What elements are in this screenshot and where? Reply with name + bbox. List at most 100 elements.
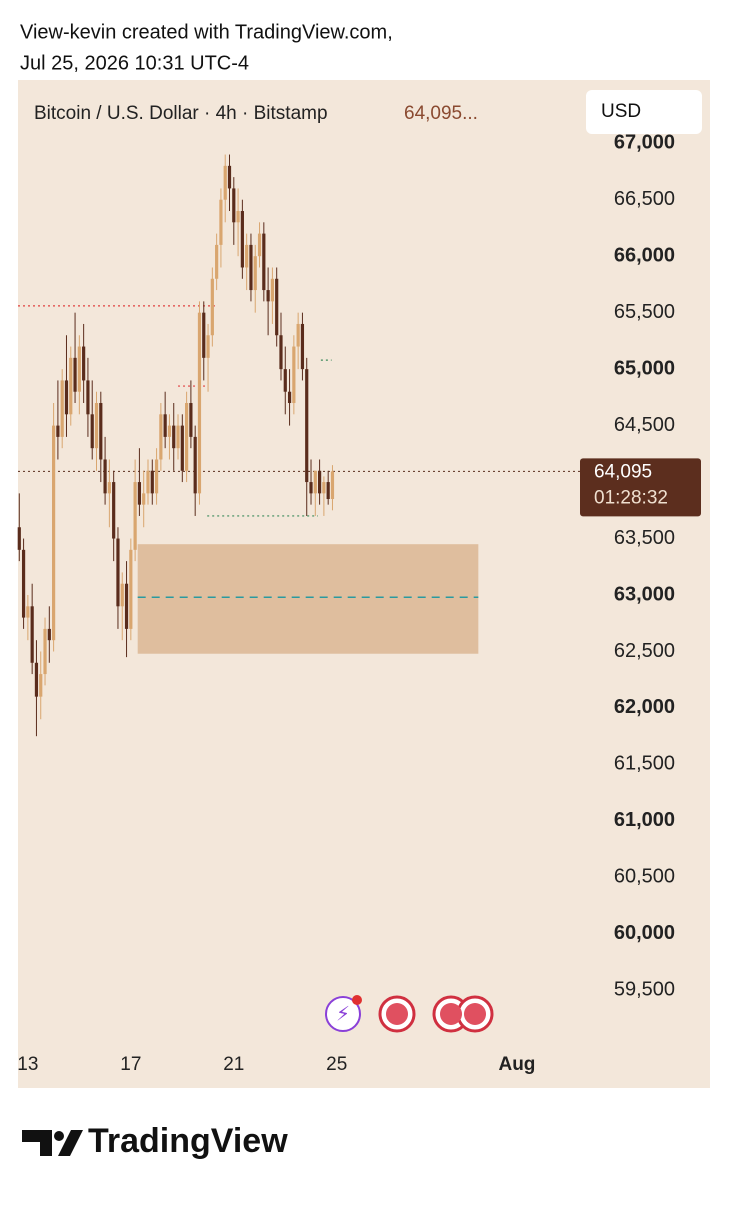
candle-body (77, 346, 81, 392)
legend-value: 64,095... (404, 103, 478, 124)
y-tick-label: 66,000 (614, 244, 675, 266)
price-label-box (580, 458, 701, 517)
y-tick-label: 65,500 (614, 301, 675, 323)
candle-body (82, 346, 86, 381)
candle-body (189, 403, 193, 437)
candle-body (287, 391, 292, 404)
candle-body (223, 165, 227, 200)
candle-body (163, 414, 167, 437)
y-tick-label: 63,500 (614, 527, 675, 549)
candle-body (257, 233, 262, 257)
candle-body (193, 436, 197, 494)
candle-body (34, 662, 39, 697)
x-tick-label: Aug (498, 1054, 535, 1075)
candle-body (249, 244, 253, 291)
candle-body (176, 425, 180, 449)
candle-body (180, 425, 184, 471)
candle-body (17, 527, 21, 550)
candle-body (39, 674, 43, 697)
candle-body (107, 482, 111, 494)
candle-body (330, 471, 335, 500)
candle-body (129, 549, 133, 629)
candle-body (167, 425, 172, 437)
candle-body (283, 369, 287, 392)
candle-body (154, 459, 159, 494)
candle-body (300, 323, 305, 370)
candle-body (73, 357, 77, 392)
demand-zone (137, 544, 479, 654)
candle-body (103, 459, 107, 494)
y-tick-label: 66,500 (614, 188, 675, 210)
y-tick-label: 62,000 (614, 696, 675, 718)
candle-body (245, 244, 249, 268)
candle-body (309, 482, 313, 494)
candle-body (47, 628, 51, 641)
candle-body (219, 199, 223, 245)
candle-body (227, 165, 232, 189)
currency-button[interactable] (586, 90, 702, 134)
y-tick-label: 62,500 (614, 640, 675, 662)
candle-body (99, 403, 103, 460)
candle-body (94, 403, 99, 449)
candle-body (292, 346, 296, 404)
brand: TradingView (88, 1122, 288, 1160)
candle-body (142, 493, 146, 505)
candle-body (21, 549, 26, 618)
candle-body (30, 606, 34, 663)
candle-body (206, 335, 210, 358)
header-line: Jul 25, 2026 10:31 UTC-4 (20, 52, 249, 74)
candle-body (159, 414, 163, 460)
y-tick-label: 60,000 (614, 922, 675, 944)
x-tick-label: 25 (326, 1054, 347, 1075)
candle-body (279, 335, 283, 370)
candle-body (326, 482, 330, 500)
candle-body (133, 482, 137, 550)
countdown: 01:28:32 (594, 487, 668, 508)
candle-body (69, 357, 73, 415)
y-tick-label: 61,500 (614, 753, 675, 775)
header-line: View-kevin created with TradingView.com, (20, 21, 393, 43)
candle-body (146, 470, 150, 494)
y-tick-label: 64,500 (614, 414, 675, 436)
event-icons: ⚡ (325, 995, 494, 1033)
y-tick-label: 60,500 (614, 866, 675, 888)
candle-body (64, 380, 69, 415)
y-tick-label: 61,000 (614, 809, 675, 831)
candle-body (43, 628, 47, 675)
logo (22, 1130, 83, 1156)
currency-label[interactable]: USD (601, 101, 641, 122)
candle-body (90, 414, 94, 449)
price-label: 64,095 (594, 461, 652, 482)
x-tick-label: 17 (120, 1054, 141, 1075)
y-tick-label: 65,000 (614, 357, 675, 379)
candle-body (137, 482, 142, 505)
candle-body (296, 323, 300, 347)
candle-body (60, 380, 64, 437)
candle-body (26, 606, 30, 618)
candle-body (86, 380, 90, 415)
candle-body (317, 470, 322, 494)
candle-body (305, 369, 309, 483)
x-tick-label: 13 (17, 1054, 38, 1075)
candle-body (262, 233, 266, 291)
candle-body (236, 211, 240, 223)
candle-body (210, 278, 214, 336)
candle-body (172, 425, 176, 449)
candle-body (313, 470, 317, 494)
candle-body (120, 583, 124, 607)
x-tick-label: 21 (223, 1054, 244, 1075)
chart-title: Bitcoin / U.S. Dollar · 4h · Bitstamp (34, 103, 328, 124)
candle-body (202, 312, 206, 358)
candle-body (185, 403, 189, 471)
candle-body (116, 538, 120, 607)
candle-body (275, 278, 279, 336)
candle-body (322, 482, 326, 494)
candle-body (266, 290, 270, 302)
y-tick-label: 67,000 (614, 132, 675, 154)
svg-text:⚡: ⚡ (336, 1003, 350, 1025)
candle-body (270, 278, 275, 302)
candle-body (112, 482, 116, 539)
y-tick-label: 59,500 (614, 979, 675, 1001)
